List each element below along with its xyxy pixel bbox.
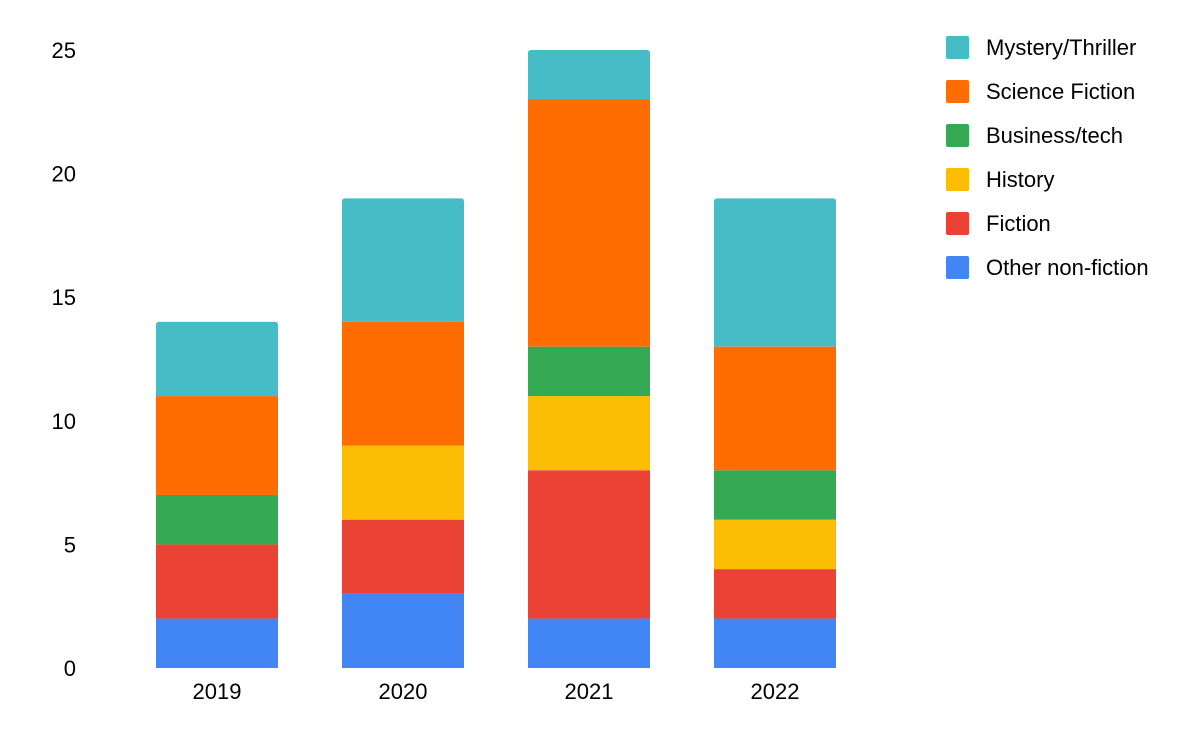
- legend-item-fiction[interactable]: Fiction: [946, 211, 1051, 236]
- x-tick-label: 2019: [193, 679, 242, 704]
- x-tick-label: 2021: [565, 679, 614, 704]
- bar-segment-fiction-2021[interactable]: [528, 470, 650, 619]
- x-axis: 2019 2020 2021 2022: [193, 679, 800, 704]
- legend-label: Other non-fiction: [986, 255, 1149, 280]
- legend-item-business-tech[interactable]: Business/tech: [946, 123, 1123, 148]
- bar-segment-science-fiction-2021[interactable]: [528, 99, 650, 347]
- bar-segment-history-2021[interactable]: [528, 396, 650, 471]
- bar-stack-2020: [342, 198, 464, 668]
- legend-item-science-fiction[interactable]: Science Fiction: [946, 79, 1135, 104]
- legend-label: History: [986, 167, 1054, 192]
- bar-stack-2019: [156, 321, 278, 668]
- bar-stack-2021: [528, 50, 650, 668]
- legend: Mystery/Thriller Science Fiction Business/…: [946, 35, 1149, 280]
- legend-swatch: [946, 36, 969, 59]
- y-tick-label: 25: [52, 38, 76, 63]
- x-tick-label: 2022: [751, 679, 800, 704]
- y-tick-label: 5: [64, 532, 76, 557]
- y-tick-label: 0: [64, 656, 76, 681]
- x-tick-label: 2020: [379, 679, 428, 704]
- bar-segment-history-2022[interactable]: [714, 519, 836, 570]
- bar-segment-other-non-fiction-2022[interactable]: [714, 618, 836, 668]
- bar-segment-fiction-2019[interactable]: [156, 544, 278, 619]
- bar-segment-fiction-2022[interactable]: [714, 569, 836, 619]
- legend-label: Fiction: [986, 211, 1051, 236]
- legend-swatch: [946, 256, 969, 279]
- bar-segment-science-fiction-2020[interactable]: [342, 321, 464, 446]
- bar-segment-business-tech-2021[interactable]: [528, 346, 650, 397]
- bar-segment-other-non-fiction-2020[interactable]: [342, 593, 464, 668]
- legend-swatch: [946, 124, 969, 147]
- bar-segment-mystery-thriller-2020[interactable]: [342, 198, 464, 322]
- legend-item-history[interactable]: History: [946, 167, 1054, 192]
- legend-swatch: [946, 80, 969, 103]
- legend-label: Mystery/Thriller: [986, 35, 1136, 60]
- legend-item-mystery-thriller[interactable]: Mystery/Thriller: [946, 35, 1136, 60]
- y-axis: 0 5 10 15 20 25: [52, 38, 76, 681]
- bar-segment-history-2020[interactable]: [342, 445, 464, 520]
- legend-label: Science Fiction: [986, 79, 1135, 104]
- legend-swatch: [946, 212, 969, 235]
- legend-swatch: [946, 168, 969, 191]
- bar-segment-other-non-fiction-2021[interactable]: [528, 618, 650, 668]
- bar-segment-business-tech-2022[interactable]: [714, 470, 836, 520]
- bar-segment-mystery-thriller-2022[interactable]: [714, 198, 836, 347]
- bar-stack-2022: [714, 198, 836, 668]
- bar-segment-science-fiction-2022[interactable]: [714, 346, 836, 471]
- bar-stacks: [156, 50, 836, 668]
- y-tick-label: 10: [52, 409, 76, 434]
- bar-segment-mystery-thriller-2021[interactable]: [528, 50, 650, 100]
- bar-segment-science-fiction-2019[interactable]: [156, 396, 278, 495]
- legend-label: Business/tech: [986, 123, 1123, 148]
- legend-item-other-non-fiction[interactable]: Other non-fiction: [946, 255, 1149, 280]
- bar-segment-mystery-thriller-2019[interactable]: [156, 321, 278, 397]
- bar-segment-fiction-2020[interactable]: [342, 519, 464, 594]
- y-tick-label: 20: [52, 162, 76, 187]
- y-tick-label: 15: [52, 285, 76, 310]
- bar-segment-business-tech-2019[interactable]: [156, 494, 278, 545]
- bar-segment-other-non-fiction-2019[interactable]: [156, 618, 278, 668]
